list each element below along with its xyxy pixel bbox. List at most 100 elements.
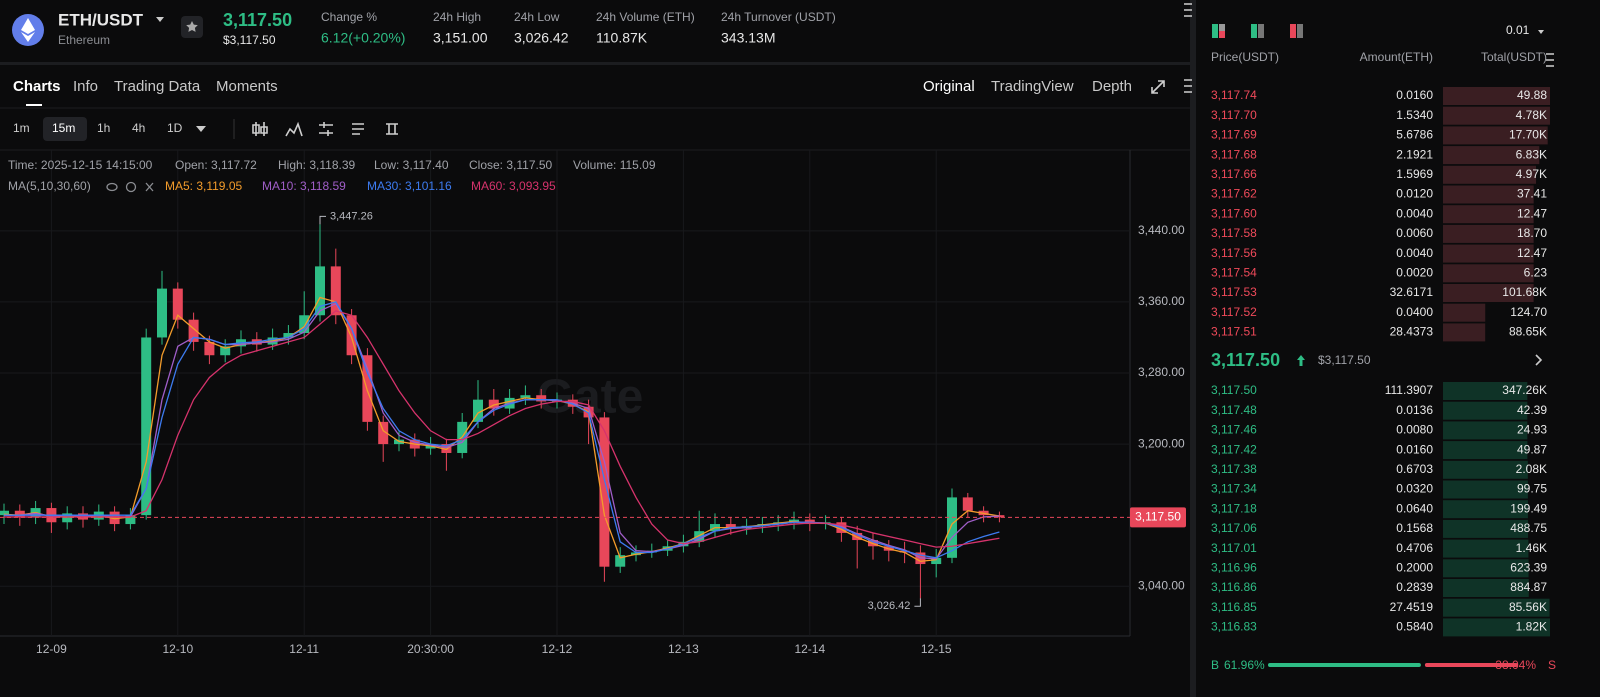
candle-body — [378, 421, 389, 445]
dropdown-icon[interactable] — [1538, 30, 1544, 34]
chevron-icon[interactable] — [1535, 354, 1543, 366]
book-total: 199.49 — [1510, 501, 1547, 515]
last-price-tag-label: 3,117.50 — [1135, 510, 1181, 524]
ma-controls[interactable] — [106, 181, 154, 193]
book-price: 3,116.86 — [1211, 580, 1257, 594]
depth-bar — [1443, 382, 1528, 400]
view-tab[interactable]: Depth — [1092, 78, 1132, 95]
dropdown-icon[interactable] — [196, 126, 206, 132]
book-price: 3,117.51 — [1211, 325, 1257, 339]
book-total: 18.70 — [1517, 226, 1547, 240]
candle-body — [346, 315, 357, 356]
book-price: 3,117.69 — [1211, 128, 1257, 142]
stat-label: Change % — [321, 10, 377, 24]
book-amount: 0.0136 — [1396, 403, 1433, 417]
book-amount: 0.0020 — [1396, 265, 1433, 279]
expand-icon[interactable] — [1151, 80, 1165, 94]
annotation: 3,026.42 — [868, 600, 911, 612]
book-price: 3,117.06 — [1211, 521, 1257, 535]
candle-body — [520, 395, 531, 398]
book-price: 3,116.85 — [1211, 600, 1257, 614]
tab[interactable]: Info — [73, 78, 98, 95]
panel-divider — [1190, 0, 1196, 697]
depth-bar — [1443, 519, 1529, 538]
depth-bar — [1443, 244, 1534, 263]
buy-ratio-bar — [1268, 663, 1421, 667]
book-price: 3,117.68 — [1211, 147, 1257, 161]
candle-body — [536, 395, 547, 402]
depth-bar — [1443, 421, 1528, 440]
star-icon — [186, 21, 198, 32]
candle-body — [125, 515, 136, 525]
book-amount: 0.0060 — [1396, 226, 1433, 240]
book-amount: 27.4519 — [1390, 600, 1434, 614]
tab[interactable]: Trading Data — [114, 78, 201, 95]
depth-bar — [1443, 559, 1529, 578]
candle-body — [694, 531, 705, 542]
book-price: 3,117.34 — [1211, 482, 1257, 496]
up-arrow — [1297, 355, 1305, 366]
y-tick-label: 3,040.00 — [1138, 578, 1185, 592]
stat-value: 3,026.42 — [514, 30, 569, 46]
x-tick-label: 12-09 — [36, 642, 67, 656]
dropdown-icon[interactable] — [156, 17, 164, 22]
stat-label: 24h Volume (ETH) — [596, 10, 695, 24]
buy-label: B — [1211, 658, 1219, 672]
column-header: Amount(ETH) — [1360, 50, 1433, 64]
interval[interactable]: 15m — [52, 121, 75, 135]
y-tick-label: 3,440.00 — [1138, 223, 1185, 237]
tab[interactable]: Charts — [13, 78, 61, 95]
stat-label: 24h Low — [514, 10, 560, 24]
annotation-pointer — [319, 215, 326, 225]
interval[interactable]: 1m — [13, 121, 30, 135]
menu-icon[interactable] — [1184, 3, 1554, 93]
ohlc-info: Low: 3,117.40 — [374, 158, 449, 172]
ohlc-info: Volume: 115.09 — [573, 158, 656, 172]
depth-bar — [1443, 401, 1528, 420]
tab[interactable]: Moments — [216, 78, 278, 95]
x-tick-label: 12-14 — [794, 642, 825, 656]
sell-ratio-bar — [1424, 663, 1518, 667]
book-price: 3,117.38 — [1211, 462, 1257, 476]
book-layout-icons[interactable] — [1212, 24, 1303, 38]
y-tick-label: 3,360.00 — [1138, 294, 1185, 308]
book-total: 1.46K — [1516, 541, 1547, 555]
view-tab[interactable]: TradingView — [991, 78, 1074, 95]
pair[interactable]: ETH/USDT — [58, 10, 144, 29]
depth-bar — [1443, 106, 1550, 125]
active-interval-bg — [43, 117, 87, 141]
depth-bar — [1443, 126, 1548, 145]
book-total: 17.70K — [1509, 128, 1547, 142]
book-price: 3,117.53 — [1211, 285, 1257, 299]
x-tick-label: 12-15 — [921, 642, 952, 656]
precision[interactable]: 0.01 — [1506, 23, 1530, 37]
book-price: 3,116.96 — [1211, 560, 1257, 574]
column-header: Total(USDT) — [1481, 50, 1547, 64]
book-total: 24.93 — [1517, 423, 1547, 437]
book-amount: 0.0080 — [1396, 423, 1433, 437]
book-total: 42.39 — [1517, 403, 1547, 417]
interval[interactable]: 4h — [132, 121, 145, 135]
book-price: 3,116.83 — [1211, 620, 1257, 634]
toolbar-icons[interactable] — [252, 121, 398, 137]
annotation-pointer — [914, 598, 921, 607]
column-header: Price(USDT) — [1211, 50, 1279, 64]
candle-body — [473, 399, 483, 422]
legend-entry: MA30: 3,101.16 — [367, 179, 452, 193]
book-amount: 0.2000 — [1396, 560, 1433, 574]
depth-bar — [1443, 264, 1534, 283]
coin-logo-glyph — [21, 18, 35, 42]
view-tab[interactable]: Original — [923, 78, 975, 95]
interval[interactable]: 1D — [167, 121, 183, 135]
candle-body — [188, 319, 199, 342]
mid-price-usd: $3,117.50 — [1318, 353, 1371, 367]
book-price: 3,117.42 — [1211, 442, 1257, 456]
candle-body — [947, 497, 957, 558]
interval[interactable]: 1h — [97, 121, 110, 135]
mid-price: 3,117.50 — [1211, 350, 1280, 370]
depth-bar — [1443, 87, 1550, 105]
candle-body — [157, 288, 167, 338]
book-price: 3,117.70 — [1211, 108, 1257, 122]
book-total: 488.75 — [1510, 521, 1547, 535]
